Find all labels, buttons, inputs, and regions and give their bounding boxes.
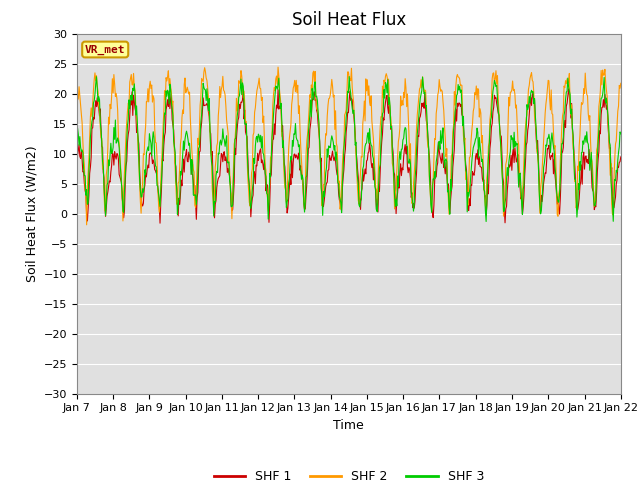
SHF 2	[617, 81, 625, 86]
SHF 1	[431, 169, 439, 175]
Y-axis label: Soil Heat Flux (W/m2): Soil Heat Flux (W/m2)	[25, 145, 38, 282]
SHF 2	[195, 142, 202, 147]
SHF 2	[223, 124, 231, 130]
SHF 1	[139, 203, 147, 209]
SHF 2	[417, 84, 424, 90]
SHF 3	[194, 171, 202, 177]
SHF 1	[617, 154, 625, 160]
SHF 3	[83, 187, 90, 192]
SHF 1	[195, 165, 202, 170]
SHF 2	[73, 84, 81, 89]
SHF 3	[431, 175, 439, 181]
Legend: SHF 1, SHF 2, SHF 3: SHF 1, SHF 2, SHF 3	[209, 465, 489, 480]
SHF 3	[223, 133, 230, 139]
SHF 3	[73, 130, 81, 136]
Text: VR_met: VR_met	[85, 44, 125, 55]
SHF 1	[83, 211, 90, 217]
SHF 2	[140, 151, 147, 157]
SHF 3	[483, 218, 490, 224]
SHF 3	[416, 103, 424, 108]
X-axis label: Time: Time	[333, 419, 364, 432]
Line: SHF 2: SHF 2	[77, 67, 621, 225]
SHF 2	[274, 64, 282, 70]
SHF 1	[156, 220, 164, 226]
Line: SHF 1: SHF 1	[77, 89, 621, 223]
SHF 1	[564, 86, 572, 92]
SHF 1	[73, 151, 81, 156]
SHF 2	[84, 184, 92, 190]
SHF 3	[139, 186, 147, 192]
SHF 2	[433, 111, 440, 117]
Line: SHF 3: SHF 3	[77, 76, 621, 221]
SHF 1	[416, 115, 424, 121]
SHF 3	[346, 73, 353, 79]
SHF 2	[83, 222, 90, 228]
SHF 1	[223, 169, 231, 175]
Title: Soil Heat Flux: Soil Heat Flux	[292, 11, 406, 29]
SHF 3	[617, 131, 625, 137]
